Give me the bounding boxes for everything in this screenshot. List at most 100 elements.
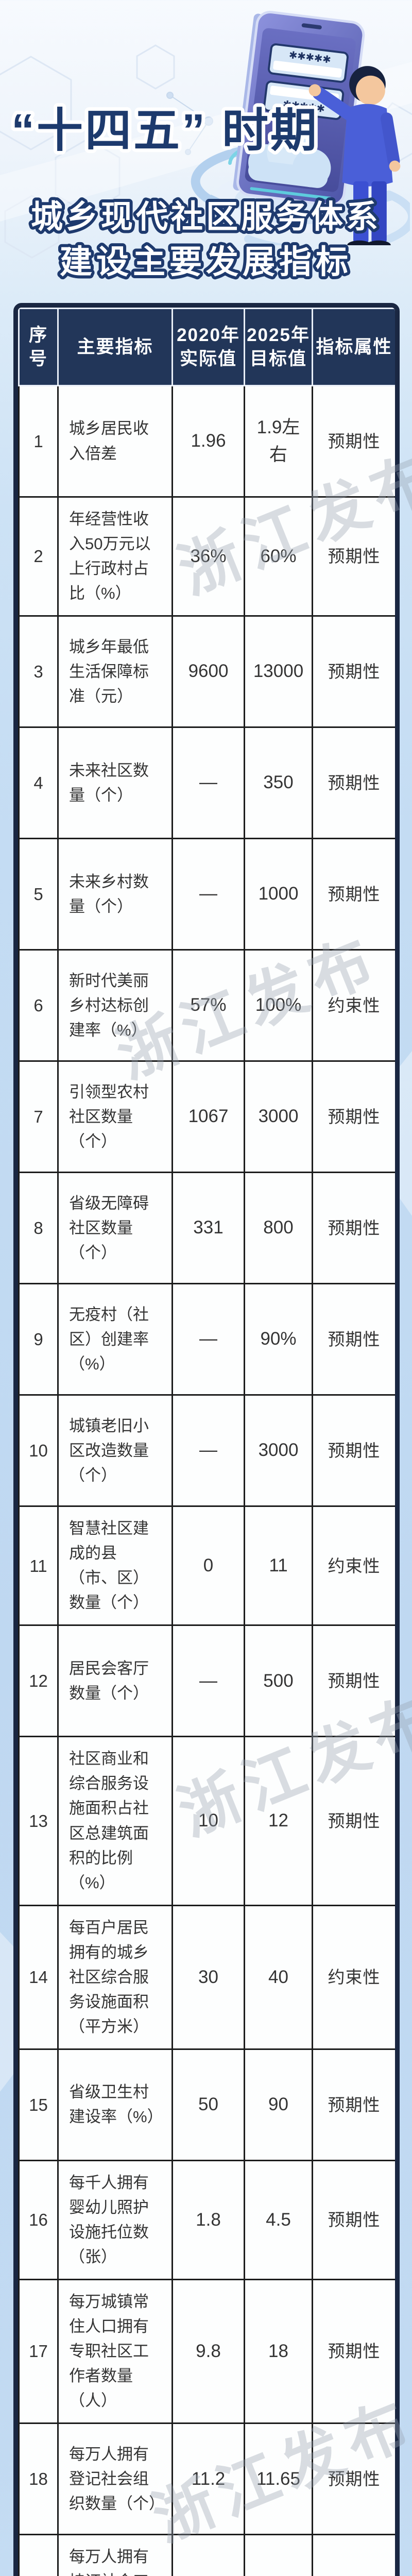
col-header-2020-actual: 2020年 实际值 — [171, 308, 245, 386]
table-row: 17 每万城镇常住人口拥有专职社区工作者数量（人） 9.8 18 预期性 — [18, 2279, 395, 2425]
cell-attribute: 预期性 — [312, 726, 395, 840]
table-row: 13 社区商业和综合服务设施面积占社区总建筑面积的比例（%） 10 12 预期性 — [18, 1736, 395, 1906]
table-row: 12 居民会客厅数量（个） —500 预期性 — [18, 1624, 395, 1738]
cell-2025-target: 800 — [244, 1172, 313, 1285]
cell-2025-target: 3000 — [244, 1060, 313, 1174]
cell-indicator: 省级卫生村建设率（%） — [57, 2048, 173, 2161]
cell-2025-target: 500 — [244, 1624, 313, 1738]
cloud-icon — [248, 129, 331, 188]
cell-2025-target: 60% — [244, 496, 313, 617]
table-row: 3 城乡年最低生活保障标准（元） 9600 13000 预期性 — [18, 615, 395, 728]
cell-2020-actual: 9.8 — [171, 2279, 245, 2425]
main-title: 城乡现代社区服务体系 建设主要发展指标 — [28, 196, 381, 283]
cell-no: 19 — [18, 2534, 59, 2576]
table-row: 2 年经营性收入50万元以上行政村占比（%） 36% 60% 预期性 — [18, 496, 395, 617]
col-header-attribute: 指标属性 — [312, 308, 395, 386]
cell-indicator: 每万人拥有登记社会组织数量（个） — [57, 2422, 173, 2536]
cell-attribute: 预期性 — [312, 1172, 395, 1285]
cell-no: 5 — [18, 838, 59, 951]
cell-indicator: 每万人拥有持证社会工作专业人才数量（人） — [57, 2534, 173, 2576]
cell-2025-target: 20 — [244, 2534, 313, 2576]
cell-2025-target: 1.9左右 — [244, 385, 313, 498]
cell-attribute: 预期性 — [312, 1283, 395, 1396]
cell-2020-actual: — — [171, 1624, 245, 1738]
cell-2020-actual: 0 — [171, 1505, 245, 1626]
cell-no: 3 — [18, 615, 59, 728]
table-row: 9 无疫村（社区）创建率（%） —90% 预期性 — [18, 1283, 395, 1396]
cell-attribute: 预期性 — [312, 496, 395, 617]
cell-no: 11 — [18, 1505, 59, 1626]
cell-indicator: 智慧社区建成的县（市、区）数量（个） — [57, 1505, 173, 1626]
cell-2020-actual: 36% — [171, 496, 245, 617]
cell-attribute: 预期性 — [312, 1060, 395, 1174]
table-row: 10 城镇老旧小区改造数量（个） —3000 预期性 — [18, 1394, 395, 1507]
cell-no: 14 — [18, 1904, 59, 2050]
cell-no: 4 — [18, 726, 59, 840]
cell-indicator: 年经营性收入50万元以上行政村占比（%） — [57, 496, 173, 617]
cell-indicator: 新时代美丽乡村达标创建率（%） — [57, 949, 173, 1062]
col-header-2025-target: 2025年 目标值 — [244, 308, 313, 386]
table-row: 14 每百户居民拥有的城乡社区综合服务设施面积（平方米） 30 40 约束性 — [18, 1904, 395, 2050]
era-title-text: “十四五” 时期 — [11, 105, 319, 157]
cell-2020-actual: — — [171, 838, 245, 951]
cell-2020-actual: 57% — [171, 949, 245, 1062]
cell-indicator: 省级无障碍社区数量（个） — [57, 1172, 173, 1285]
cell-attribute: 预期性 — [312, 1736, 395, 1906]
cell-2025-target: 90 — [244, 2048, 313, 2161]
cell-indicator: 引领型农村社区数量（个） — [57, 1060, 173, 1174]
cell-2020-actual: 30 — [171, 1904, 245, 2050]
cell-indicator: 城镇老旧小区改造数量（个） — [57, 1394, 173, 1507]
cell-2025-target: 100% — [244, 949, 313, 1062]
cell-no: 10 — [18, 1394, 59, 1507]
cell-attribute: 预期性 — [312, 2048, 395, 2161]
cell-indicator: 城乡居民收入倍差 — [57, 385, 173, 498]
cell-indicator: 每千人拥有婴幼儿照护设施托位数（张） — [57, 2159, 173, 2281]
cell-no: 6 — [18, 949, 59, 1062]
cell-2020-actual: — — [171, 1283, 245, 1396]
col-header-indicator: 主要指标 — [57, 308, 173, 386]
cell-indicator: 无疫村（社区）创建率（%） — [57, 1283, 173, 1396]
header-row: 序 号 主要指标 2020年 实际值 2025年 目标值 指标属性 — [18, 308, 395, 386]
smartphone-icon: ✱✱✱✱✱ ✱✱✱✱✱ — [233, 11, 365, 207]
cell-2020-actual: 17 — [171, 2534, 245, 2576]
table-row: 18 每万人拥有登记社会组织数量（个） 11.2 11.65 预期性 — [18, 2422, 395, 2536]
cell-no: 12 — [18, 1624, 59, 1738]
cell-indicator: 社区商业和综合服务设施面积占社区总建筑面积的比例（%） — [57, 1736, 173, 1906]
indicators-table: 序 号 主要指标 2020年 实际值 2025年 目标值 指标属性 1 城乡居民收… — [18, 308, 395, 2576]
cell-2025-target: 11 — [244, 1505, 313, 1626]
cell-no: 17 — [18, 2279, 59, 2425]
cell-2020-actual: — — [171, 726, 245, 840]
cell-attribute: 预期性 — [312, 2159, 395, 2281]
cell-no: 18 — [18, 2422, 59, 2536]
cell-attribute: 预期性 — [312, 2422, 395, 2536]
cell-2020-actual: 10 — [171, 1736, 245, 1906]
cell-2025-target: 90% — [244, 1283, 313, 1396]
cell-indicator: 居民会客厅数量（个） — [57, 1624, 173, 1738]
cell-indicator: 每万城镇常住人口拥有专职社区工作者数量（人） — [57, 2279, 173, 2425]
phone-illustration: ✱✱✱✱✱ ✱✱✱✱✱ — [191, 11, 410, 245]
cell-no: 15 — [18, 2048, 59, 2161]
table-row: 8 省级无障碍社区数量（个） 331 800 预期性 — [18, 1172, 395, 1285]
table-body: 1 城乡居民收入倍差 1.96 1.9左右 预期性 2 年经营性收入50万元以上行政村占比（… — [18, 385, 395, 2576]
cell-indicator: 未来乡村数量（个） — [57, 838, 173, 951]
cell-2025-target: 4.5 — [244, 2159, 313, 2281]
cell-attribute: 约束性 — [312, 949, 395, 1062]
table-row: 16 每千人拥有婴幼儿照护设施托位数（张） 1.8 4.5 预期性 — [18, 2159, 395, 2281]
cell-2020-actual: 1.96 — [171, 385, 245, 498]
cell-2020-actual: 11.2 — [171, 2422, 245, 2536]
cell-2020-actual: — — [171, 1394, 245, 1507]
cell-no: 16 — [18, 2159, 59, 2281]
cell-indicator: 未来社区数量（个） — [57, 726, 173, 840]
col-header-no: 序 号 — [18, 308, 59, 386]
password-field-1: ✱✱✱✱✱ — [267, 43, 349, 83]
cell-2025-target: 1000 — [244, 838, 313, 951]
cell-indicator: 每百户居民拥有的城乡社区综合服务设施面积（平方米） — [57, 1904, 173, 2050]
cell-2025-target: 40 — [244, 1904, 313, 2050]
table-row: 11 智慧社区建成的县（市、区）数量（个） 0 11 约束性 — [18, 1505, 395, 1626]
cell-no: 1 — [18, 385, 59, 498]
cell-no: 9 — [18, 1283, 59, 1396]
cell-attribute: 预期性 — [312, 385, 395, 498]
cell-attribute: 预期性 — [312, 2279, 395, 2425]
cell-2020-actual: 9600 — [171, 615, 245, 728]
speaker-slot — [301, 23, 322, 29]
